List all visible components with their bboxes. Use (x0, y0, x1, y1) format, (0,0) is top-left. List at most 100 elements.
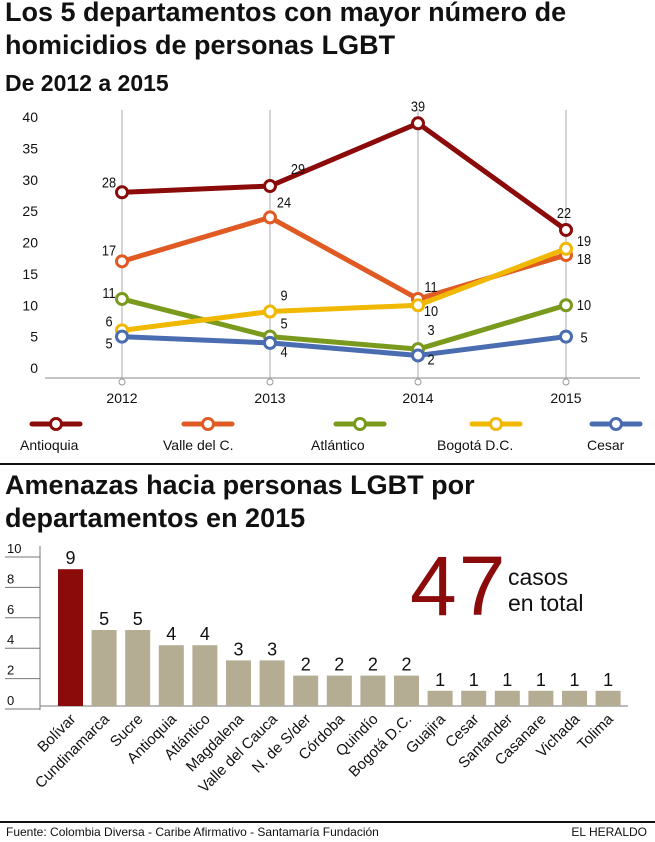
data-point (559, 329, 573, 344)
data-label: 28 (102, 173, 116, 190)
data-label: 5 (580, 329, 587, 346)
y-tick-label: 5 (30, 329, 38, 345)
y-tick-label: 25 (22, 203, 38, 219)
data-label: 5 (105, 335, 112, 352)
legend-label: Atlántico (311, 437, 365, 453)
total-caption-line2: en total (508, 590, 584, 616)
data-label: 22 (557, 204, 571, 221)
data-label: 11 (424, 278, 437, 295)
data-label: 10 (424, 302, 438, 319)
data-label: 19 (577, 232, 591, 249)
bar (226, 660, 251, 706)
data-point (559, 241, 573, 256)
bar (326, 675, 352, 706)
legend-label: Bogotá D.C. (437, 437, 513, 453)
y-tick-label: 35 (22, 140, 38, 156)
data-point (411, 116, 425, 131)
bar-value-label: 2 (301, 655, 311, 675)
y-tick-label: 20 (22, 235, 38, 251)
bar-value-label: 4 (200, 624, 210, 644)
bar (91, 630, 117, 706)
x-tick-label: 2015 (550, 390, 581, 406)
bar (494, 690, 520, 706)
data-label: 4 (280, 343, 287, 360)
bar (528, 690, 554, 706)
bar (158, 645, 184, 706)
divider-bottom (0, 821, 655, 823)
legend-label: Antioquia (20, 437, 79, 453)
data-label: 2 (427, 350, 434, 367)
series-line-bogot-d-c- (119, 246, 569, 333)
data-label: 29 (291, 160, 305, 177)
data-label: 6 (105, 312, 112, 329)
x-tick-marker (562, 378, 570, 386)
bar-value-label: 1 (569, 670, 579, 690)
source-note: Fuente: Colombia Diversa - Caribe Afirma… (6, 825, 379, 839)
data-label: 24 (277, 193, 291, 210)
x-tick-label: 2013 (254, 390, 285, 406)
legend-label: Cesar (587, 437, 625, 453)
bar-value-label: 1 (603, 670, 613, 690)
x-tick-label: 2012 (106, 390, 137, 406)
bar-value-label: 9 (65, 548, 75, 568)
total-number: 47 (410, 539, 508, 633)
y-tick-label: 15 (22, 266, 38, 282)
x-tick-marker (118, 378, 126, 386)
data-point (263, 210, 277, 225)
y-tick-label: 4 (7, 632, 14, 647)
legend-swatch-marker (201, 417, 215, 431)
x-tick-label: 2014 (402, 390, 433, 406)
data-label: 18 (577, 250, 591, 267)
y-tick-label: 30 (22, 172, 38, 188)
data-label: 5 (280, 315, 287, 332)
bar-value-label: 1 (502, 670, 512, 690)
x-tick-marker (266, 378, 274, 386)
data-label: 3 (427, 321, 434, 338)
bar (125, 630, 151, 706)
data-point (559, 298, 573, 313)
bar (192, 645, 218, 706)
bar-value-label: 5 (133, 609, 143, 629)
y-tick-label: 2 (7, 663, 14, 678)
bar-value-label: 2 (334, 655, 344, 675)
bar (293, 675, 319, 706)
y-tick-label: 10 (22, 297, 38, 313)
bar (394, 675, 419, 706)
bar-value-label: 2 (401, 655, 411, 675)
bar-value-label: 4 (166, 624, 176, 644)
data-label: 39 (411, 100, 425, 115)
total-caption-line1: casos (508, 564, 569, 590)
legend-swatch-marker (49, 417, 63, 431)
series-line-cesar (119, 334, 569, 358)
data-label: 9 (280, 287, 287, 304)
y-tick-label: 0 (7, 693, 14, 708)
line-chart-subtitle: De 2012 a 2015 (5, 70, 169, 96)
legend-swatch-marker (609, 417, 623, 431)
y-tick-label: 10 (7, 541, 21, 556)
data-point (263, 335, 277, 350)
data-point (115, 185, 129, 200)
divider-top (0, 463, 655, 465)
bar-chart-title: Amenazas hacia personas LGBT por departa… (5, 470, 475, 533)
series-line-antioquia (119, 120, 569, 233)
line-chart-title: Los 5 departamentos con mayor número de … (5, 0, 567, 60)
data-point (115, 329, 129, 344)
data-point (559, 222, 573, 237)
data-label: 11 (102, 284, 115, 301)
bar-value-label: 5 (99, 609, 109, 629)
series-line-atl-ntico (119, 296, 569, 352)
bar-value-label: 3 (267, 639, 277, 659)
bar (360, 675, 386, 706)
x-tick-marker (414, 378, 422, 386)
total-caption: casos en total (508, 564, 583, 616)
y-tick-label: 8 (7, 571, 14, 586)
legend-swatch-marker (353, 417, 367, 431)
data-point (115, 291, 129, 306)
y-tick-label: 6 (7, 602, 14, 617)
y-tick-label: 0 (30, 360, 38, 376)
legend-label: Valle del C. (163, 437, 234, 453)
category-label: Tolima (574, 710, 617, 753)
y-tick-label: 40 (22, 109, 38, 125)
bar (427, 690, 453, 706)
